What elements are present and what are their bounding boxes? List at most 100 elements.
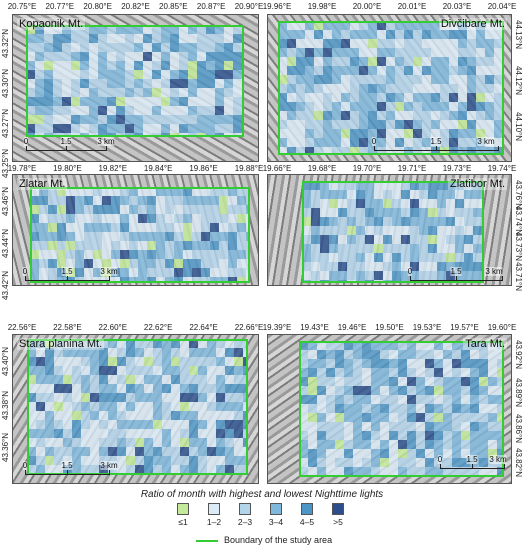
ntl-cell	[362, 413, 371, 422]
ntl-cell	[311, 262, 320, 271]
ntl-cell	[27, 402, 36, 411]
ntl-cell	[210, 232, 219, 241]
scale-bar: 0 1.5 3 km	[22, 267, 118, 281]
ntl-cell	[425, 368, 434, 377]
ntl-cell	[497, 377, 504, 386]
ntl-cell	[488, 413, 497, 422]
ntl-cell	[89, 25, 98, 34]
ntl-cell	[48, 232, 57, 241]
ntl-cell	[120, 196, 129, 205]
ntl-cell	[428, 181, 437, 190]
ntl-cell	[180, 411, 189, 420]
ntl-cell	[413, 102, 422, 111]
ntl-cell	[449, 75, 458, 84]
ntl-cell	[116, 88, 125, 97]
ntl-cell	[116, 79, 125, 88]
ntl-cell	[443, 359, 452, 368]
ntl-cell	[216, 357, 225, 366]
ntl-cell	[48, 259, 57, 268]
ntl-cell	[302, 208, 311, 217]
ntl-cell	[305, 30, 314, 39]
legend-label: 2–3	[237, 517, 253, 527]
ntl-cell	[156, 277, 165, 283]
ntl-cell	[102, 241, 111, 250]
ntl-cell	[156, 223, 165, 232]
ntl-cell	[215, 43, 224, 52]
ntl-cell	[120, 223, 129, 232]
ntl-cell	[210, 187, 219, 196]
ntl-cell	[341, 66, 350, 75]
ntl-cell	[386, 138, 395, 147]
ntl-cell	[431, 66, 440, 75]
ntl-cell	[126, 402, 135, 411]
ntl-cell	[207, 402, 216, 411]
ntl-cell	[434, 422, 443, 431]
ntl-cell	[75, 196, 84, 205]
ntl-cell	[201, 232, 210, 241]
ntl-cell	[425, 350, 434, 359]
ntl-cell	[392, 262, 401, 271]
ntl-cell	[347, 181, 356, 190]
ntl-cell	[380, 431, 389, 440]
ntl-cell	[219, 268, 228, 277]
ntl-cell	[431, 75, 440, 84]
ntl-cell	[71, 52, 80, 61]
ntl-cell	[107, 61, 116, 70]
ntl-cell	[278, 66, 287, 75]
ntl-cell	[57, 214, 66, 223]
ntl-cell	[326, 368, 335, 377]
ntl-cell	[458, 93, 467, 102]
ntl-cell	[53, 97, 62, 106]
ntl-cell	[389, 359, 398, 368]
mountain-name: Tara Mt.	[463, 338, 507, 350]
ntl-cell	[296, 120, 305, 129]
ntl-cell	[147, 277, 156, 283]
ntl-cell	[329, 181, 338, 190]
ntl-cell	[485, 30, 494, 39]
ntl-cell	[401, 262, 410, 271]
ntl-cell	[449, 111, 458, 120]
ntl-cell	[317, 440, 326, 449]
ntl-cell	[347, 262, 356, 271]
ntl-cell	[365, 199, 374, 208]
ntl-cell	[156, 259, 165, 268]
ntl-cell	[152, 106, 161, 115]
ntl-cell	[347, 253, 356, 262]
ntl-cell	[329, 190, 338, 199]
ntl-cell	[335, 431, 344, 440]
ntl-cell	[305, 48, 314, 57]
ntl-cell	[125, 79, 134, 88]
ntl-cell	[401, 253, 410, 262]
ntl-cell	[171, 411, 180, 420]
ntl-cell	[81, 420, 90, 429]
ntl-cell	[26, 124, 35, 133]
ntl-cell	[75, 187, 84, 196]
ntl-cell	[458, 39, 467, 48]
ntl-cell	[422, 93, 431, 102]
ntl-cell	[62, 124, 71, 133]
ntl-cell	[314, 84, 323, 93]
ntl-cell	[27, 339, 36, 348]
ntl-cell	[497, 404, 504, 413]
ntl-cell	[72, 393, 81, 402]
ntl-cell	[467, 102, 476, 111]
ntl-cell	[80, 34, 89, 43]
ntl-cell	[98, 43, 107, 52]
longitude-tick-label: 22.64°E	[189, 323, 218, 332]
ntl-cell	[116, 115, 125, 124]
ntl-cell	[407, 413, 416, 422]
ntl-cell	[326, 377, 335, 386]
ntl-cell	[485, 39, 494, 48]
ntl-cell	[89, 79, 98, 88]
ntl-cell	[329, 208, 338, 217]
ntl-cell	[410, 226, 419, 235]
ntl-cell	[162, 447, 171, 456]
longitude-tick-label: 20.04°E	[487, 2, 517, 11]
ntl-cell	[198, 411, 207, 420]
ntl-cell	[243, 456, 248, 465]
ntl-cell	[425, 422, 434, 431]
ntl-cell	[99, 357, 108, 366]
ntl-cell	[111, 205, 120, 214]
ntl-cell	[134, 115, 143, 124]
longitude-tick-label: 19.78°E	[7, 164, 37, 173]
